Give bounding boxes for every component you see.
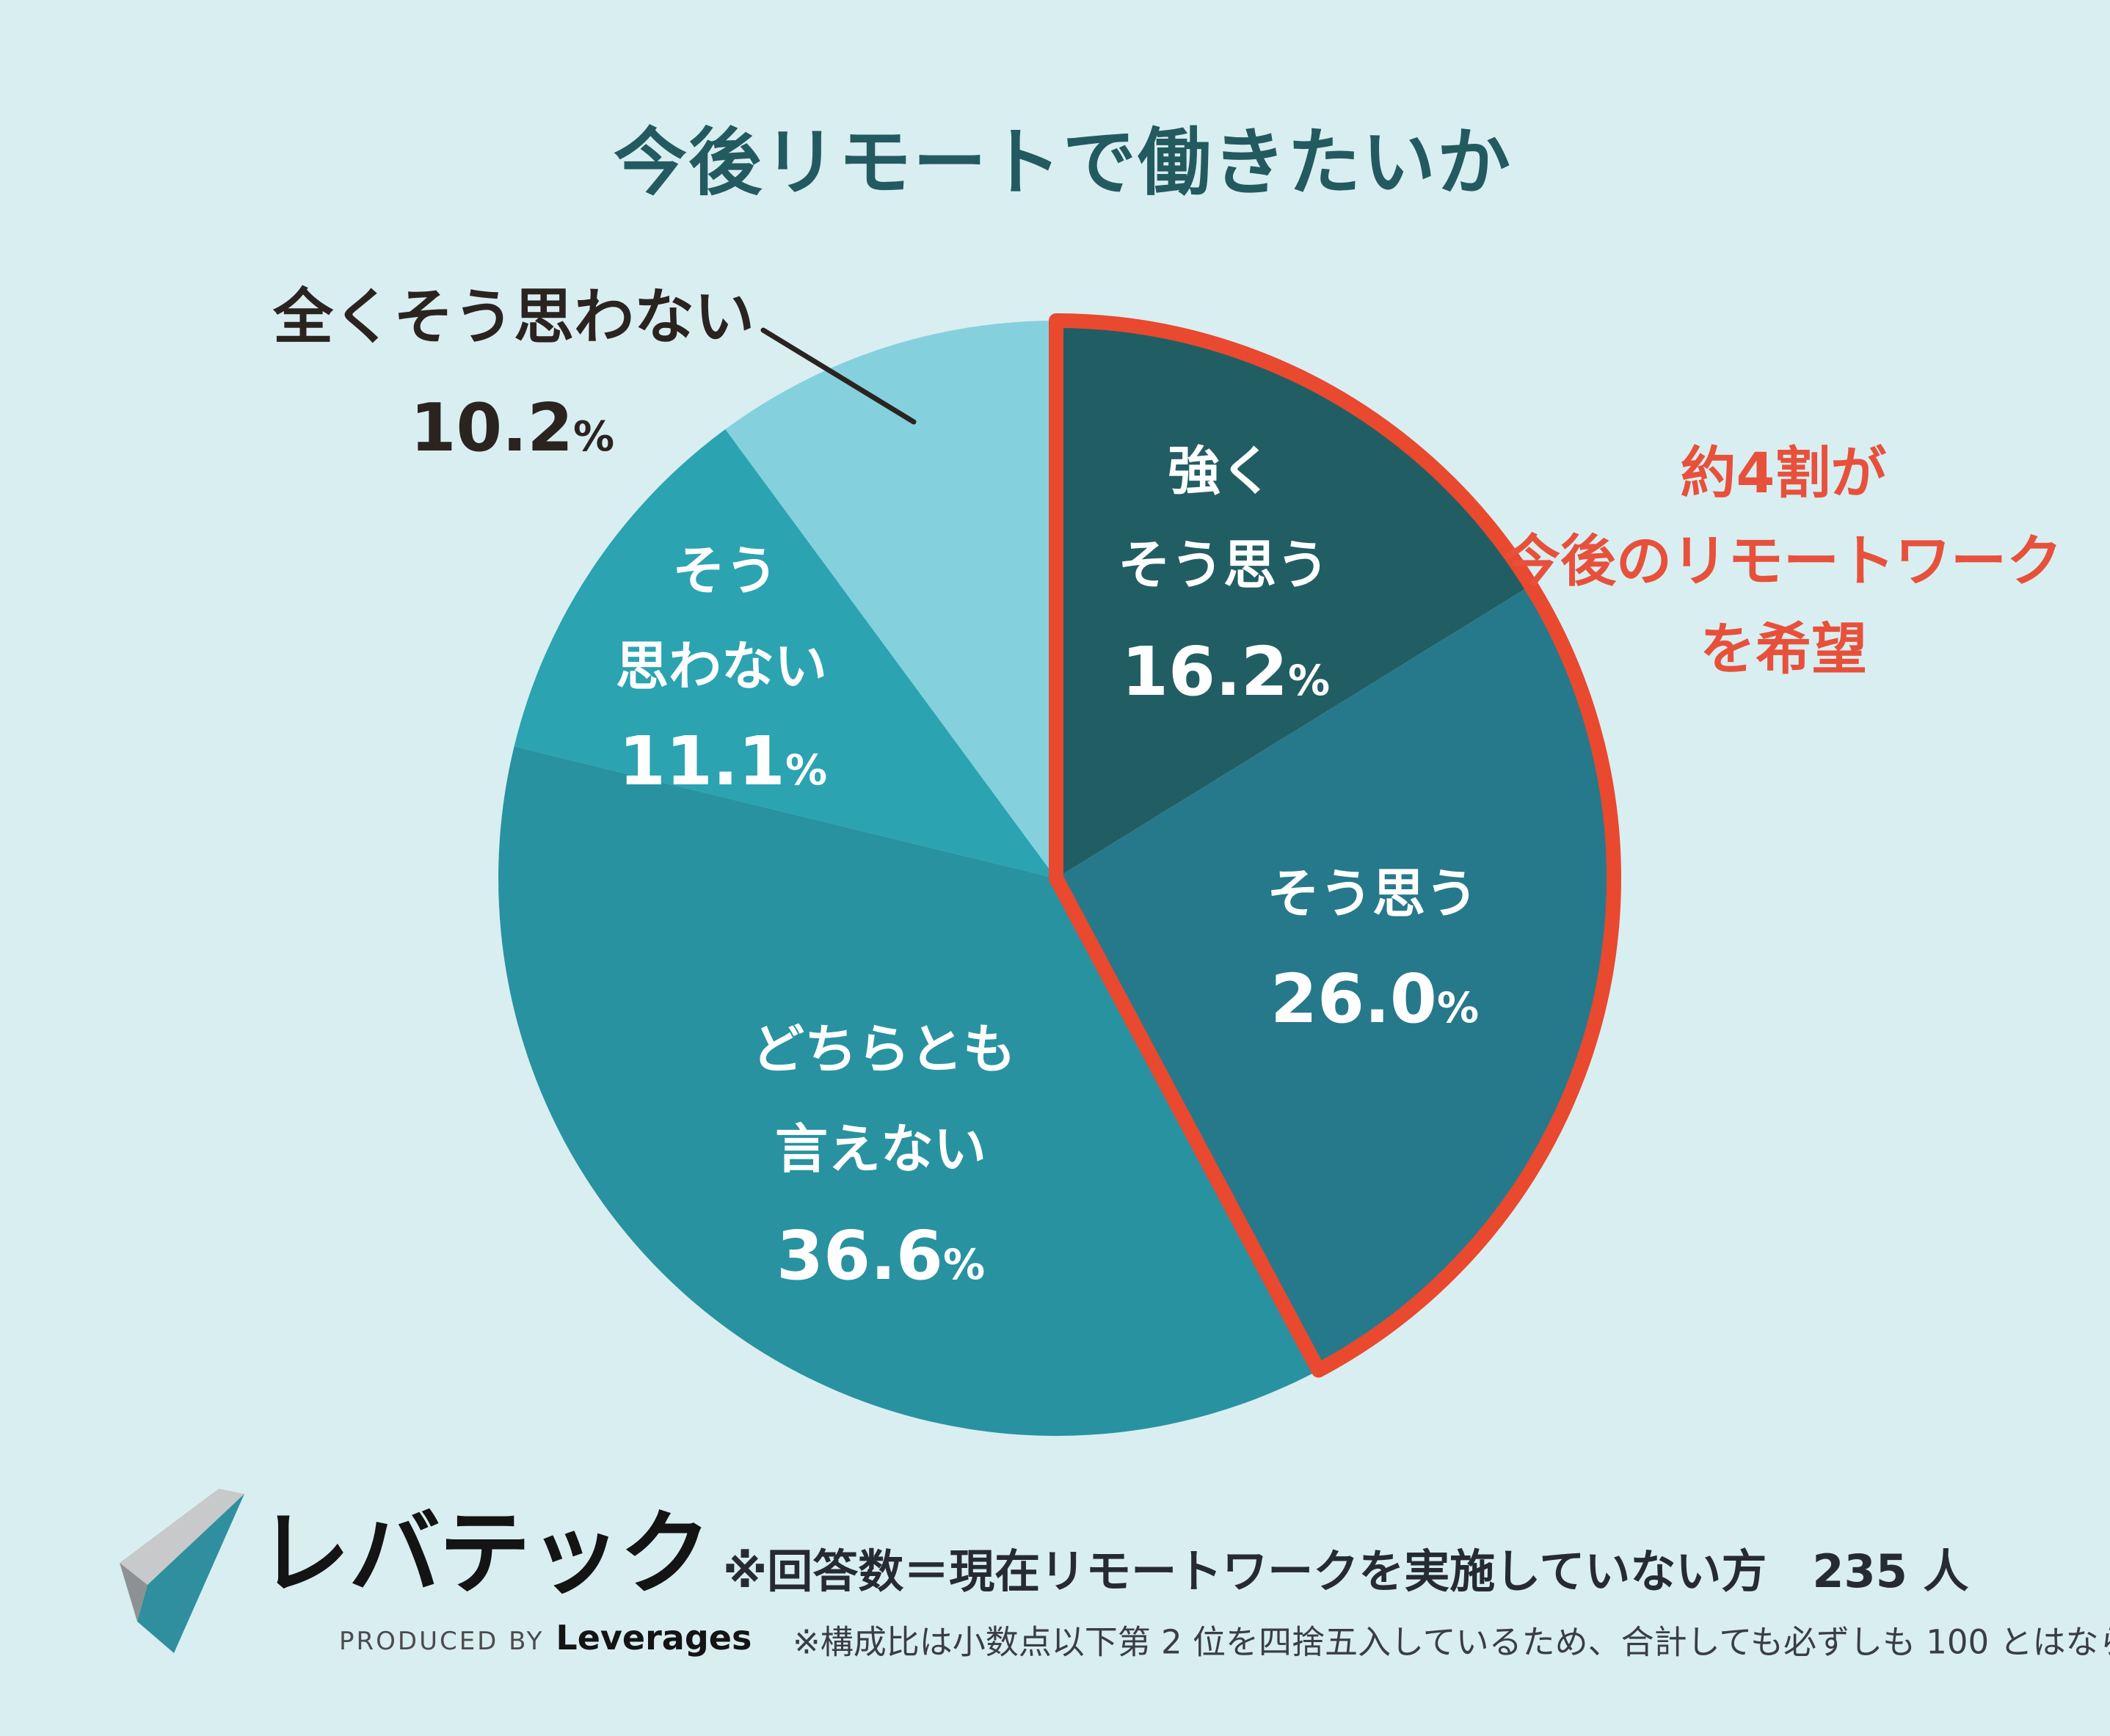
slice-label-strongly-agree-line1: 強く — [1167, 440, 1274, 502]
slice-value-number: 10.2 — [410, 390, 573, 467]
percent-sign: % — [1436, 984, 1480, 1032]
slice-label-disagree-line1: そう — [672, 540, 779, 602]
highlight-note-line3: を希望 — [1700, 616, 1867, 682]
slice-label-strongly-agree-line2: そう思う — [1117, 534, 1330, 596]
slice-label-strongly-disagree: 全くそう思わない — [272, 282, 755, 352]
company-name: Leverages — [556, 1618, 752, 1657]
percent-sign: % — [785, 746, 828, 795]
slice-value-strongly-agree: 16.2% — [1121, 638, 1330, 706]
slice-label-neutral-line2: 言えない — [774, 1118, 987, 1180]
slice-label-agree: そう思う — [1266, 863, 1479, 924]
logo-byline: PRODUCED BY Leverages — [339, 1621, 752, 1656]
percent-sign: % — [942, 1241, 986, 1289]
slice-value-neutral: 36.6% — [776, 1222, 985, 1290]
pie-slice-neutral — [498, 746, 1319, 1436]
slice-label-disagree-line2: 思わない — [615, 635, 828, 697]
slice-value-number: 16.2 — [1121, 632, 1288, 711]
footnote-rounding: ※構成比は小数点以下第 2 位を四捨五入しているため、合計しても必ずしも 100… — [793, 1622, 2110, 1662]
slice-label-neutral-line1: どちらとも — [751, 1018, 1016, 1080]
brand-name: レバテック — [258, 1500, 711, 1608]
slice-value-agree: 26.0% — [1270, 966, 1479, 1033]
produced-by-label: PRODUCED BY — [339, 1627, 545, 1656]
pie-slice-disagree — [514, 429, 1056, 878]
footnote-respondents: ※回答数＝現在リモートワークを実施していない方 235 人 — [723, 1544, 1969, 1598]
slice-value-number: 36.6 — [776, 1217, 943, 1295]
percent-sign: % — [572, 413, 615, 461]
percent-sign: % — [1287, 657, 1331, 705]
pie-slice-strongly-disagree — [725, 320, 1056, 878]
logo-mark-face-dark — [120, 1563, 148, 1622]
slice-value-strongly-disagree: 10.2% — [410, 395, 614, 462]
slice-value-number: 11.1 — [618, 722, 785, 800]
pie-slice-agree — [1056, 585, 1615, 1371]
page-title: 今後リモートで働きたいか — [614, 120, 1512, 205]
slice-value-disagree: 11.1% — [619, 728, 827, 795]
leader-line — [760, 327, 917, 425]
logo-mark-face-teal — [137, 1494, 244, 1653]
logo-mark-face-light — [120, 1489, 244, 1585]
highlight-outline — [1049, 313, 1621, 1378]
highlight-note-line2: 今後のリモートワーク — [1505, 528, 2062, 594]
pie-slice-strongly-agree — [1056, 321, 1531, 878]
slice-value-number: 26.0 — [1270, 960, 1437, 1038]
highlight-note-line1: 約4割が — [1680, 440, 1887, 506]
